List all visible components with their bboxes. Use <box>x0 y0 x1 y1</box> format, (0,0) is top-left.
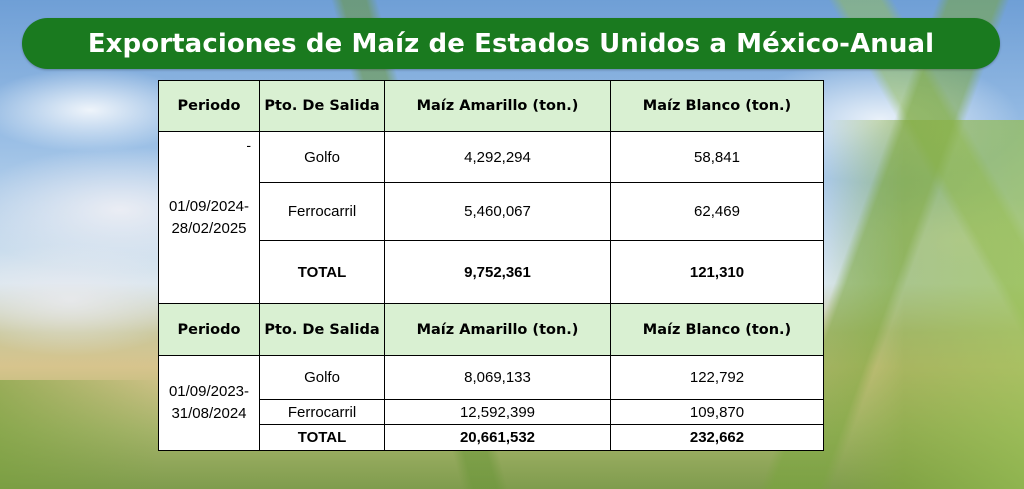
table-header-row: Periodo Pto. De Salida Maíz Amarillo (to… <box>158 303 824 356</box>
period-start: 01/09/2024- <box>168 197 250 215</box>
total-amarillo: 9,752,361 <box>384 240 611 304</box>
header-periodo: Periodo <box>158 303 260 356</box>
amarillo-cell: 4,292,294 <box>384 131 611 183</box>
total-label: TOTAL <box>259 424 385 451</box>
header-blanco: Maíz Blanco (ton.) <box>610 80 824 132</box>
blanco-cell: 58,841 <box>610 131 824 183</box>
header-salida: Pto. De Salida <box>259 303 385 356</box>
corn-leaves-left <box>0 380 160 489</box>
blanco-cell: 122,792 <box>610 355 824 400</box>
amarillo-cell: 5,460,067 <box>384 182 611 241</box>
exports-table: Periodo Pto. De Salida Maíz Amarillo (to… <box>158 80 824 451</box>
header-amarillo: Maíz Amarillo (ton.) <box>384 303 611 356</box>
port-cell: Ferrocarril <box>259 182 385 241</box>
port-cell: Golfo <box>259 355 385 400</box>
total-blanco: 232,662 <box>610 424 824 451</box>
amarillo-cell: 12,592,399 <box>384 399 611 425</box>
header-salida: Pto. De Salida <box>259 80 385 132</box>
blanco-cell: 62,469 <box>610 182 824 241</box>
header-amarillo: Maíz Amarillo (ton.) <box>384 80 611 132</box>
total-label: TOTAL <box>259 240 385 304</box>
header-blanco: Maíz Blanco (ton.) <box>610 303 824 356</box>
table-row: Ferrocarril 12,592,399 109,870 <box>159 399 824 425</box>
port-cell: Golfo <box>259 131 385 183</box>
table-header-row: Periodo Pto. De Salida Maíz Amarillo (to… <box>158 80 824 132</box>
blanco-cell: 109,870 <box>610 399 824 425</box>
title-banner: Exportaciones de Maíz de Estados Unidos … <box>22 18 1000 69</box>
header-periodo: Periodo <box>158 80 260 132</box>
port-cell: Ferrocarril <box>259 399 385 425</box>
period-cell: - 01/09/2024- 28/02/2025 <box>158 131 260 304</box>
amarillo-cell: 8,069,133 <box>384 355 611 400</box>
period-end: 31/08/2024 <box>171 405 247 422</box>
period-start: 01/09/2023- <box>168 383 250 400</box>
table-row: 01/09/2023- 31/08/2024 Golfo 8,069,133 1… <box>158 355 824 451</box>
total-row: TOTAL 9,752,361 121,310 <box>159 240 824 304</box>
table-row: Ferrocarril 5,460,067 62,469 <box>159 182 824 241</box>
period-end: 28/02/2025 <box>171 219 247 237</box>
period-cell: 01/09/2023- 31/08/2024 <box>158 355 260 451</box>
corn-leaves-right <box>824 120 1024 489</box>
total-row: TOTAL 20,661,532 232,662 <box>159 424 824 451</box>
table-row: - 01/09/2024- 28/02/2025 Golfo 4,292,294… <box>158 131 824 304</box>
page-title: Exportaciones de Maíz de Estados Unidos … <box>87 28 935 59</box>
dash-mark: - <box>246 137 251 153</box>
total-blanco: 121,310 <box>610 240 824 304</box>
total-amarillo: 20,661,532 <box>384 424 611 451</box>
